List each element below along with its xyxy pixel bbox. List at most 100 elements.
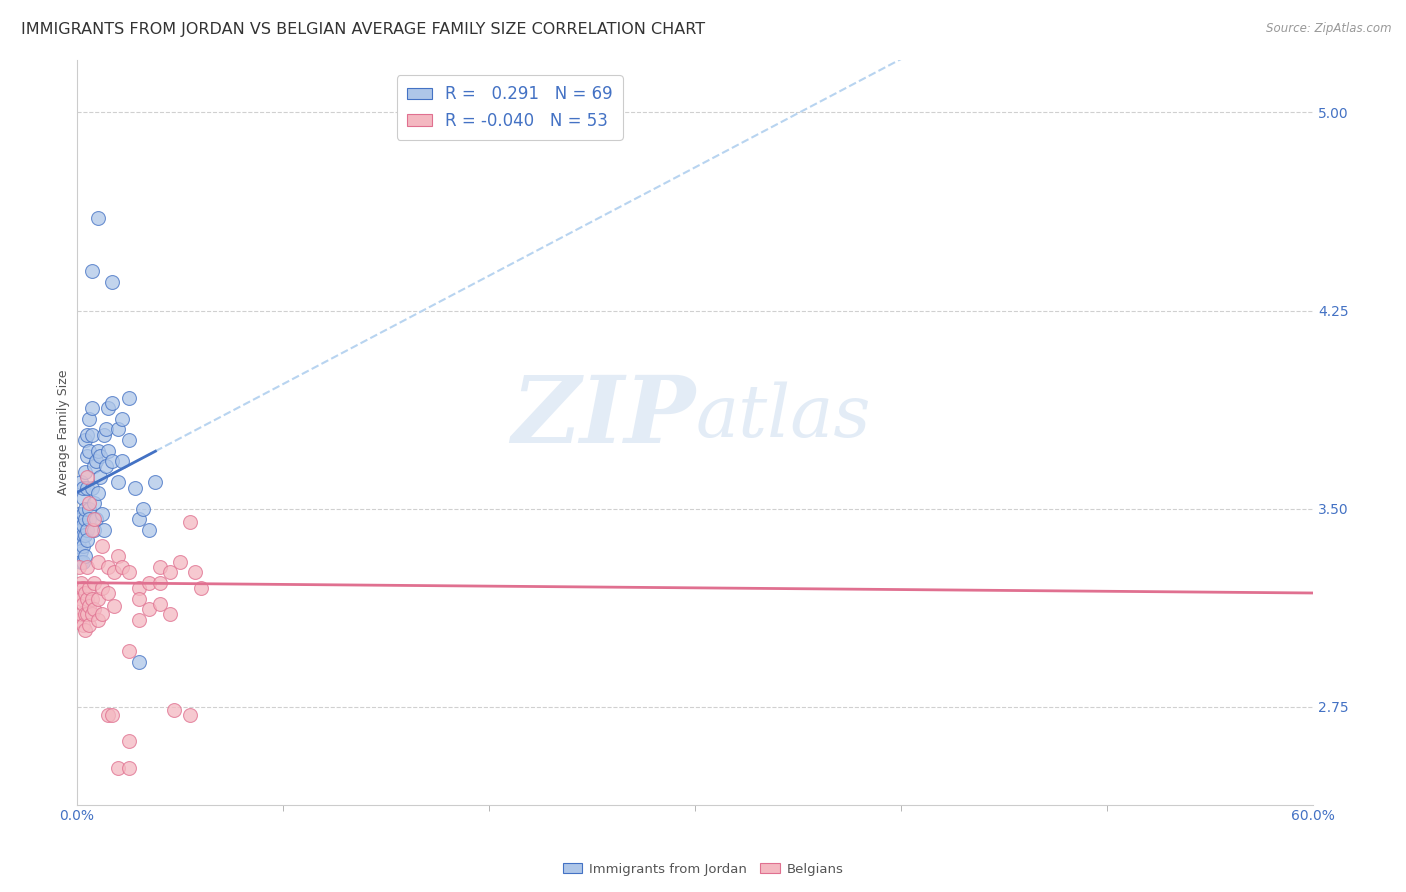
Point (117, 391, 139, 405)
Point (159, 565, 181, 579)
Point (97, 586, 120, 600)
Point (101, 454, 124, 468)
Point (76, 607, 98, 622)
Point (124, 481, 146, 495)
Point (190, 581, 212, 595)
Point (79, 412, 101, 426)
Point (83, 575, 105, 590)
Point (97, 401, 120, 416)
Point (97, 443, 120, 458)
Point (76, 449, 98, 463)
Legend: Immigrants from Jordan, Belgians: Immigrants from Jordan, Belgians (557, 857, 849, 881)
Point (75, 433, 97, 447)
Point (72, 555, 94, 569)
Point (72, 581, 94, 595)
Point (75, 624, 97, 638)
Point (80, 523, 103, 537)
Point (83, 459, 105, 474)
Point (93, 427, 115, 442)
Point (75, 465, 97, 479)
Point (83, 512, 105, 526)
Point (111, 412, 134, 426)
Point (72, 618, 94, 632)
Point (90, 539, 112, 553)
Point (79, 618, 101, 632)
Point (97, 559, 120, 574)
Point (179, 515, 201, 529)
Point (159, 607, 181, 622)
Point (72, 597, 94, 611)
Point (72, 481, 94, 495)
Point (103, 565, 125, 579)
Point (75, 549, 97, 564)
Point (72, 539, 94, 553)
Point (169, 555, 191, 569)
Point (163, 702, 186, 716)
Point (87, 591, 110, 606)
Point (80, 264, 103, 278)
Text: IMMIGRANTS FROM JORDAN VS BELGIAN AVERAGE FAMILY SIZE CORRELATION CHART: IMMIGRANTS FROM JORDAN VS BELGIAN AVERAG… (21, 22, 706, 37)
Point (93, 523, 115, 537)
Point (101, 707, 124, 722)
Point (83, 523, 105, 537)
Point (75, 607, 97, 622)
Point (79, 443, 101, 458)
Point (101, 396, 124, 410)
Point (72, 491, 94, 505)
Point (70, 555, 93, 569)
Y-axis label: Average Family Size: Average Family Size (58, 369, 70, 495)
Point (67, 559, 90, 574)
Point (79, 581, 101, 595)
Point (107, 422, 129, 436)
Point (107, 761, 129, 775)
Point (90, 507, 112, 521)
Point (87, 486, 110, 500)
Point (148, 597, 170, 611)
Point (67, 533, 90, 548)
Point (117, 734, 139, 748)
Point (76, 533, 98, 548)
Point (67, 517, 90, 532)
Point (75, 512, 97, 526)
Point (80, 607, 103, 622)
Point (90, 581, 112, 595)
Point (70, 544, 93, 558)
Point (76, 427, 98, 442)
Point (117, 644, 139, 658)
Point (72, 517, 94, 532)
Point (107, 475, 129, 490)
Point (83, 496, 105, 510)
Point (89, 470, 111, 484)
Point (70, 607, 93, 622)
Text: ZIP: ZIP (510, 372, 695, 462)
Point (101, 275, 124, 289)
Point (79, 512, 101, 526)
Point (80, 481, 103, 495)
Point (70, 575, 93, 590)
Point (75, 501, 97, 516)
Point (79, 599, 101, 614)
Point (117, 565, 139, 579)
Point (148, 559, 170, 574)
Point (90, 607, 112, 622)
Point (128, 655, 150, 669)
Point (70, 512, 93, 526)
Point (76, 481, 98, 495)
Point (67, 539, 90, 553)
Point (79, 496, 101, 510)
Point (67, 507, 90, 521)
Point (76, 523, 98, 537)
Point (79, 501, 101, 516)
Point (111, 559, 134, 574)
Point (76, 559, 98, 574)
Point (128, 581, 150, 595)
Point (67, 523, 90, 537)
Point (148, 575, 170, 590)
Point (117, 433, 139, 447)
Point (107, 549, 129, 564)
Point (103, 599, 125, 614)
Point (145, 475, 167, 490)
Legend: R =   0.291   N = 69, R = -0.040   N = 53: R = 0.291 N = 69, R = -0.040 N = 53 (396, 76, 623, 140)
Point (80, 591, 103, 606)
Text: Source: ZipAtlas.com: Source: ZipAtlas.com (1267, 22, 1392, 36)
